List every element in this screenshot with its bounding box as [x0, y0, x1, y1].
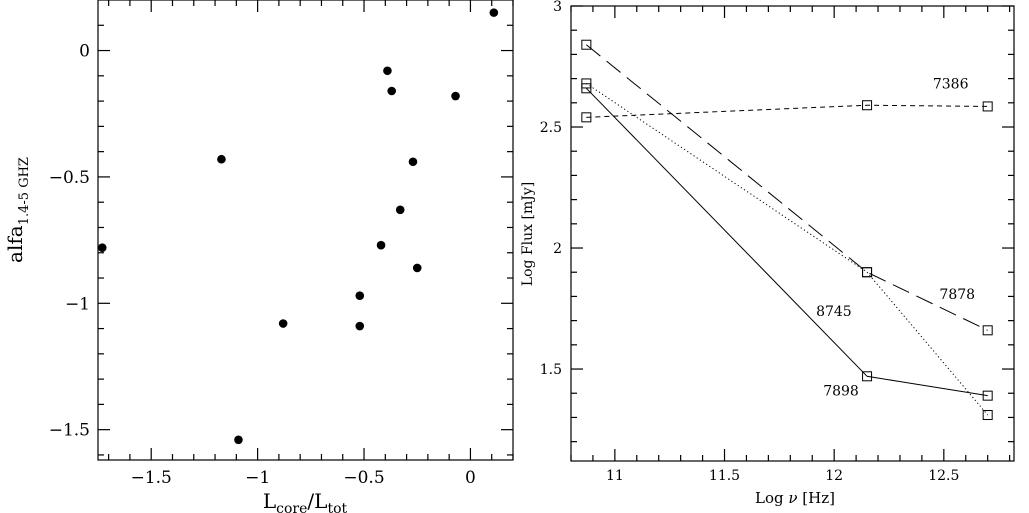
spectrum-x-axis-label: Log ν [Hz] — [755, 489, 835, 507]
series-marker — [862, 267, 873, 278]
series-marker — [982, 410, 993, 421]
y-tick-label: 2.5 — [540, 120, 562, 136]
scatter-point — [278, 319, 288, 328]
scatter-point — [234, 435, 243, 445]
scatter-point — [383, 66, 392, 76]
y-tick-label: 0 — [79, 42, 90, 62]
x-tick-label: −1 — [245, 468, 270, 488]
y-tick-label: 3 — [553, 0, 562, 15]
scatter-point — [376, 240, 386, 250]
x-tick-label: 11 — [606, 468, 624, 484]
x-tick-label: 12 — [825, 468, 843, 484]
series-label: 7386 — [933, 76, 969, 92]
x-tick-label: −0.5 — [343, 468, 384, 488]
y-tick-label: 1.5 — [540, 362, 562, 378]
series-line — [586, 44, 988, 331]
scatter-point — [217, 154, 226, 164]
scatter-point — [355, 291, 365, 301]
series-marker — [862, 371, 873, 382]
scatter-plot-frame — [97, 0, 514, 461]
scatter-panel: −1.5 −1 −0.5 0 0 −0.5 −1 −1.5 Lcore/Ltot alfa1.… — [3, 0, 514, 513]
scatter-x-axis-label: Lcore/Ltot — [263, 489, 348, 513]
scatter-point — [412, 263, 422, 273]
series-marker — [581, 39, 592, 50]
series-label: 7898 — [823, 384, 859, 400]
scatter-y-axis-label: alfa1.4-5 GHZ — [3, 157, 32, 263]
y-tick-label: −1 — [65, 294, 90, 314]
spectrum-y-axis-label: Log Flux [mJy] — [520, 182, 536, 286]
scatter-point — [387, 86, 396, 96]
spectrum-series — [581, 39, 993, 421]
scatter-point — [408, 157, 418, 167]
spectrum-plot-frame — [570, 5, 1015, 462]
scatter-point — [451, 91, 460, 101]
series-line — [586, 104, 988, 118]
spectrum-ticks: 11 11.5 12 12.5 1.5 2 2.5 3 — [540, 0, 1014, 484]
series-marker — [862, 100, 873, 111]
series-marker — [982, 390, 993, 401]
spectrum-panel: 11 11.5 12 12.5 1.5 2 2.5 3 7386 7878 8745 7898 Lo… — [520, 0, 1015, 507]
x-tick-label: −1.5 — [131, 468, 172, 488]
scatter-point — [97, 243, 107, 252]
y-tick-label: −0.5 — [49, 168, 90, 188]
scatter-point — [395, 205, 405, 215]
series-line — [585, 87, 988, 397]
series-line — [586, 83, 989, 416]
x-tick-label: 12.5 — [928, 468, 959, 484]
series-label: 8745 — [816, 304, 852, 320]
series-marker — [581, 83, 592, 94]
x-tick-label: 11.5 — [709, 468, 740, 484]
series-marker — [982, 325, 993, 336]
scatter-point — [355, 321, 365, 331]
series-label: 7878 — [939, 287, 975, 303]
series-marker — [581, 112, 592, 123]
spectrum-series-labels: 7386 7878 8745 7898 — [816, 76, 975, 399]
y-tick-label: −1.5 — [49, 421, 90, 441]
y-tick-label: 2 — [553, 241, 562, 257]
x-tick-label: 0 — [465, 468, 476, 488]
scatter-points — [97, 8, 499, 445]
scatter-ticks: −1.5 −1 −0.5 0 0 −0.5 −1 −1.5 — [49, 0, 514, 488]
series-marker — [982, 101, 993, 112]
scatter-point — [489, 8, 499, 17]
